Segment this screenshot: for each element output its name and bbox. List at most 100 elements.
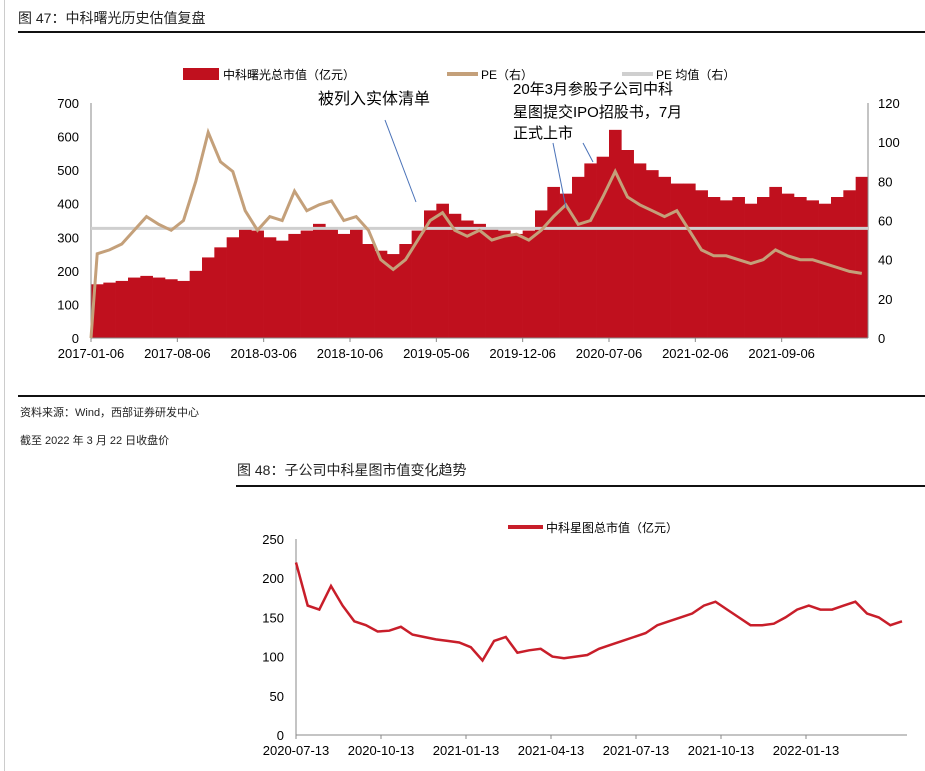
divider xyxy=(236,485,925,487)
bar-market-cap xyxy=(609,129,622,338)
x-tick-label: 2021-04-13 xyxy=(518,743,585,758)
bar-market-cap xyxy=(683,183,696,338)
y-left-tick-label: 100 xyxy=(57,297,79,312)
bar-market-cap xyxy=(226,237,240,338)
bar-market-cap xyxy=(239,227,252,338)
bar-market-cap xyxy=(387,254,400,338)
y-left-tick-label: 200 xyxy=(57,264,79,279)
bar-market-cap xyxy=(535,210,548,338)
y-right-tick-label: 120 xyxy=(878,96,900,111)
bar-market-cap xyxy=(374,250,388,338)
x-tick-label: 2020-07-13 xyxy=(263,743,330,758)
x-tick-label: 2018-03-06 xyxy=(230,346,297,361)
bar-market-cap xyxy=(165,279,178,338)
bar-market-cap xyxy=(806,200,819,338)
chart-47: 中科曙光总市值（亿元） PE（右） PE 均值（右）0100200300400500… xyxy=(57,67,900,361)
x-tick-label: 2021-10-13 xyxy=(688,743,755,758)
figure-47-title: 图 47：中科曙光历史估值复盘 xyxy=(18,10,206,26)
legend-label-pe-mean: PE 均值（右） xyxy=(656,67,735,82)
chart-48: 中科星图总市值（亿元） 0 50 100 150 200 250 2020-07-13 2020… xyxy=(262,520,907,758)
bar-market-cap xyxy=(559,193,573,338)
y-right-tick-label: 40 xyxy=(878,253,892,268)
legend-label-pe: PE（右） xyxy=(481,67,533,82)
bar-market-cap xyxy=(103,282,116,338)
x-tick-label: 2017-08-06 xyxy=(144,346,211,361)
bar-market-cap xyxy=(670,183,684,338)
bar-market-cap xyxy=(288,233,301,338)
x-tick-label: 2021-07-13 xyxy=(603,743,670,758)
annotation-arrow xyxy=(384,119,417,203)
legend-label: 中科星图总市值（亿元） xyxy=(546,520,678,535)
bar-market-cap xyxy=(794,197,807,338)
x-tick-label: 2018-10-06 xyxy=(317,346,384,361)
bar-market-cap xyxy=(781,193,795,338)
y-tick-label: 200 xyxy=(262,571,284,586)
bar-market-cap xyxy=(115,280,129,338)
annotation-ipo-2: 星图提交IPO招股书，7月 xyxy=(513,103,682,121)
bar-market-cap xyxy=(313,223,326,338)
x-tick-label: 2019-05-06 xyxy=(403,346,470,361)
annotation-ipo-3: 正式上市 xyxy=(513,125,573,142)
y-left-tick-label: 600 xyxy=(57,130,79,145)
y-tick-label: 100 xyxy=(262,650,284,665)
bar-market-cap xyxy=(522,230,536,338)
bar-market-cap xyxy=(658,176,671,338)
bar-market-cap xyxy=(202,257,215,338)
bar-market-cap xyxy=(189,270,203,338)
bar-market-cap xyxy=(128,277,141,338)
bar-market-cap xyxy=(732,197,745,338)
x-tick-label: 2022-01-13 xyxy=(773,743,840,758)
bar-market-cap xyxy=(695,190,708,338)
y-tick-label: 250 xyxy=(262,532,284,547)
bar-market-cap xyxy=(177,280,190,338)
bar-market-cap xyxy=(300,230,314,338)
page-margin-line xyxy=(4,0,5,771)
bar-market-cap xyxy=(214,247,227,338)
date-note: 截至 2022 年 3 月 22 日收盘价 xyxy=(20,435,170,447)
bar-market-cap xyxy=(720,200,733,338)
bar-market-cap xyxy=(350,227,363,338)
x-tick-label: 2021-09-06 xyxy=(748,346,815,361)
annotation-ipo-1: 20年3月参股子公司中科 xyxy=(513,81,673,98)
bar-market-cap xyxy=(843,190,856,338)
x-tick-label: 2019-12-06 xyxy=(489,346,556,361)
figure-48-title: 图 48：子公司中科星图市值变化趋势 xyxy=(237,462,467,478)
bar-market-cap xyxy=(757,197,770,338)
bar-market-cap xyxy=(646,170,659,338)
bar-market-cap xyxy=(633,163,647,338)
bar-market-cap xyxy=(140,275,153,338)
source-note: 资料来源：Wind，西部证券研发中心 xyxy=(20,407,200,419)
bar-market-cap xyxy=(473,223,486,338)
bar-market-cap xyxy=(424,210,437,338)
bar-market-cap xyxy=(621,150,634,338)
x-tick-label: 2020-07-06 xyxy=(576,346,643,361)
y-tick-label: 50 xyxy=(270,689,284,704)
bar-market-cap xyxy=(498,230,511,338)
y-left-tick-label: 500 xyxy=(57,163,79,178)
divider xyxy=(18,31,925,33)
bar-market-cap xyxy=(572,176,585,338)
x-tick-label: 2020-10-13 xyxy=(348,743,415,758)
bar-market-cap xyxy=(399,244,412,338)
legend-label-market-cap: 中科曙光总市值（亿元） xyxy=(223,67,355,82)
y-right-tick-label: 60 xyxy=(878,214,892,229)
y-left-tick-label: 400 xyxy=(57,197,79,212)
y-left-tick-label: 0 xyxy=(72,331,79,346)
bar-market-cap xyxy=(744,203,758,338)
y-tick-label: 150 xyxy=(262,610,284,625)
bar-market-cap xyxy=(251,230,264,338)
y-right-tick-label: 80 xyxy=(878,174,892,189)
bar-market-cap xyxy=(152,277,166,338)
bar-market-cap xyxy=(769,186,782,338)
bar-market-cap xyxy=(362,244,375,338)
x-tick-label: 2021-02-06 xyxy=(662,346,729,361)
bar-market-cap xyxy=(263,237,277,338)
pe-line xyxy=(89,127,863,339)
bar-market-cap xyxy=(325,227,338,338)
bar-market-cap xyxy=(436,203,449,338)
bar-market-cap xyxy=(411,230,425,338)
bar-market-cap xyxy=(337,233,351,338)
bar-market-cap xyxy=(510,233,523,338)
y-right-tick-label: 100 xyxy=(878,135,900,150)
bar-market-cap xyxy=(461,220,474,338)
